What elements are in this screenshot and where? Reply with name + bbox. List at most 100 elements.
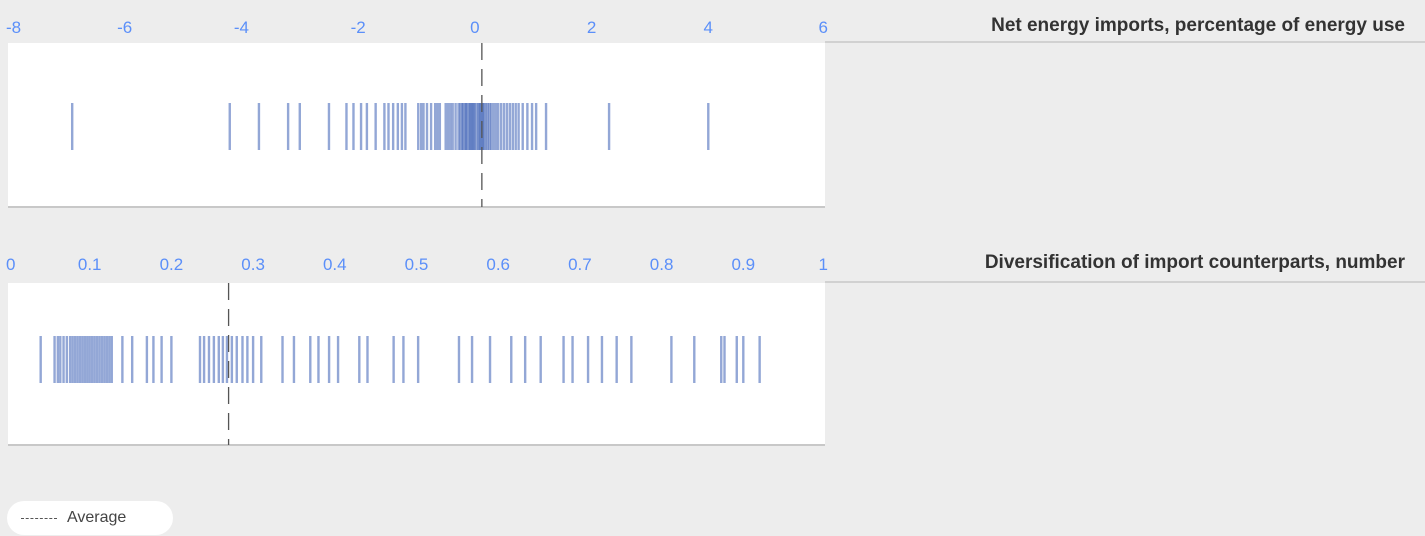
strip-mark bbox=[461, 103, 465, 150]
strip-mark bbox=[449, 103, 452, 150]
strip-mark bbox=[444, 103, 447, 150]
strip-mark bbox=[514, 103, 517, 150]
strip-mark bbox=[309, 336, 312, 383]
strip-mark bbox=[510, 336, 513, 383]
plot-area bbox=[8, 283, 825, 445]
panel-title: Net energy imports, percentage of energy… bbox=[991, 15, 1405, 36]
strip-mark bbox=[68, 336, 72, 383]
strip-mark bbox=[586, 336, 590, 383]
x-tick-label: 0.4 bbox=[323, 255, 347, 274]
strip-mark bbox=[39, 336, 42, 383]
strip-mark bbox=[108, 336, 111, 383]
strip-mark bbox=[670, 336, 673, 383]
strip-mark bbox=[98, 336, 101, 383]
strip-mark bbox=[526, 103, 529, 150]
strip-mark bbox=[374, 103, 377, 150]
strip-mark bbox=[607, 103, 611, 150]
strip-mark bbox=[494, 103, 498, 150]
x-tick-label: 0.5 bbox=[405, 255, 429, 274]
strip-mark bbox=[457, 103, 460, 150]
strip-mark bbox=[212, 336, 216, 383]
strip-mark bbox=[600, 336, 604, 383]
strip-mark bbox=[230, 336, 234, 383]
strip-mark bbox=[358, 336, 361, 383]
strip-mark bbox=[292, 336, 296, 383]
strip-mark bbox=[359, 103, 363, 150]
strip-mark bbox=[521, 103, 524, 150]
average-dash-icon bbox=[21, 517, 57, 519]
strip-mark bbox=[505, 103, 509, 150]
strip-mark bbox=[241, 336, 244, 383]
strip-mark bbox=[438, 103, 442, 150]
strip-mark bbox=[145, 336, 149, 383]
strip-mark bbox=[497, 103, 500, 150]
strip-mark bbox=[517, 103, 520, 150]
strip-mark bbox=[345, 103, 348, 150]
strip-mark bbox=[160, 336, 163, 383]
strip-mark bbox=[511, 103, 514, 150]
strip-mark bbox=[400, 103, 404, 150]
strip-mark bbox=[81, 336, 84, 383]
strip-mark bbox=[735, 336, 738, 383]
strip-mark bbox=[62, 336, 65, 383]
strip-mark bbox=[121, 336, 124, 383]
strip-mark bbox=[429, 103, 433, 150]
strip-mark bbox=[327, 336, 331, 383]
strip-mark bbox=[630, 336, 633, 383]
strip-mark bbox=[225, 336, 229, 383]
x-tick-label: 0.7 bbox=[568, 255, 592, 274]
strip-mark bbox=[217, 336, 220, 383]
strip-mark bbox=[488, 336, 492, 383]
strip-mark bbox=[86, 336, 89, 383]
x-tick-label: -4 bbox=[234, 18, 249, 37]
strip-mark bbox=[170, 336, 173, 383]
strip-mark bbox=[391, 103, 395, 150]
strip-mark bbox=[475, 103, 478, 150]
strip-mark bbox=[488, 103, 491, 150]
chart-panel-1: -8 -6 -4 -2 0 2 4 6 Net energy imports, percenta… bbox=[6, 15, 1425, 208]
strip-mark bbox=[492, 103, 495, 150]
strip-mark bbox=[530, 103, 534, 150]
x-tick-label: 2 bbox=[587, 18, 596, 37]
strip-mark bbox=[70, 103, 74, 150]
strip-mark bbox=[317, 336, 320, 383]
panel-title: Diversification of import counterparts, … bbox=[985, 252, 1406, 273]
strip-mark bbox=[419, 103, 423, 150]
strip-mark bbox=[105, 336, 109, 383]
strip-mark bbox=[110, 336, 113, 383]
plot-area bbox=[8, 43, 825, 207]
strip-mark bbox=[544, 103, 548, 150]
strip-mark bbox=[404, 103, 407, 150]
strip-mark bbox=[383, 103, 386, 150]
strip-mark bbox=[100, 336, 104, 383]
strip-mark bbox=[73, 336, 77, 383]
strip-mark bbox=[562, 336, 565, 383]
strip-mark bbox=[95, 336, 99, 383]
strip-mark bbox=[281, 336, 284, 383]
strip-mark bbox=[470, 336, 474, 383]
x-tick-label: 0.8 bbox=[650, 255, 674, 274]
strip-mark bbox=[742, 336, 745, 383]
strip-mark bbox=[352, 103, 355, 150]
strip-mark bbox=[571, 336, 574, 383]
strip-mark bbox=[534, 103, 538, 150]
strip-mark bbox=[707, 103, 710, 150]
strip-mark bbox=[499, 103, 503, 150]
strip-mark bbox=[93, 336, 96, 383]
x-tick-label: 0.2 bbox=[160, 255, 184, 274]
strip-mark bbox=[387, 103, 390, 150]
legend[interactable]: Average bbox=[7, 501, 173, 535]
strip-mark bbox=[65, 336, 69, 383]
strip-mark bbox=[466, 103, 469, 150]
strip-mark bbox=[402, 336, 405, 383]
legend-label-average: Average bbox=[67, 509, 127, 526]
strip-mark bbox=[53, 336, 56, 383]
x-tick-label: -6 bbox=[117, 18, 132, 37]
strip-mark bbox=[396, 103, 400, 150]
strip-mark bbox=[422, 103, 425, 150]
strip-mark bbox=[246, 336, 249, 383]
strip-mark bbox=[83, 336, 86, 383]
strip-charts: -8 -6 -4 -2 0 2 4 6 Net energy imports, percenta… bbox=[6, 15, 1425, 446]
strip-mark bbox=[152, 336, 155, 383]
strip-mark bbox=[758, 336, 761, 383]
